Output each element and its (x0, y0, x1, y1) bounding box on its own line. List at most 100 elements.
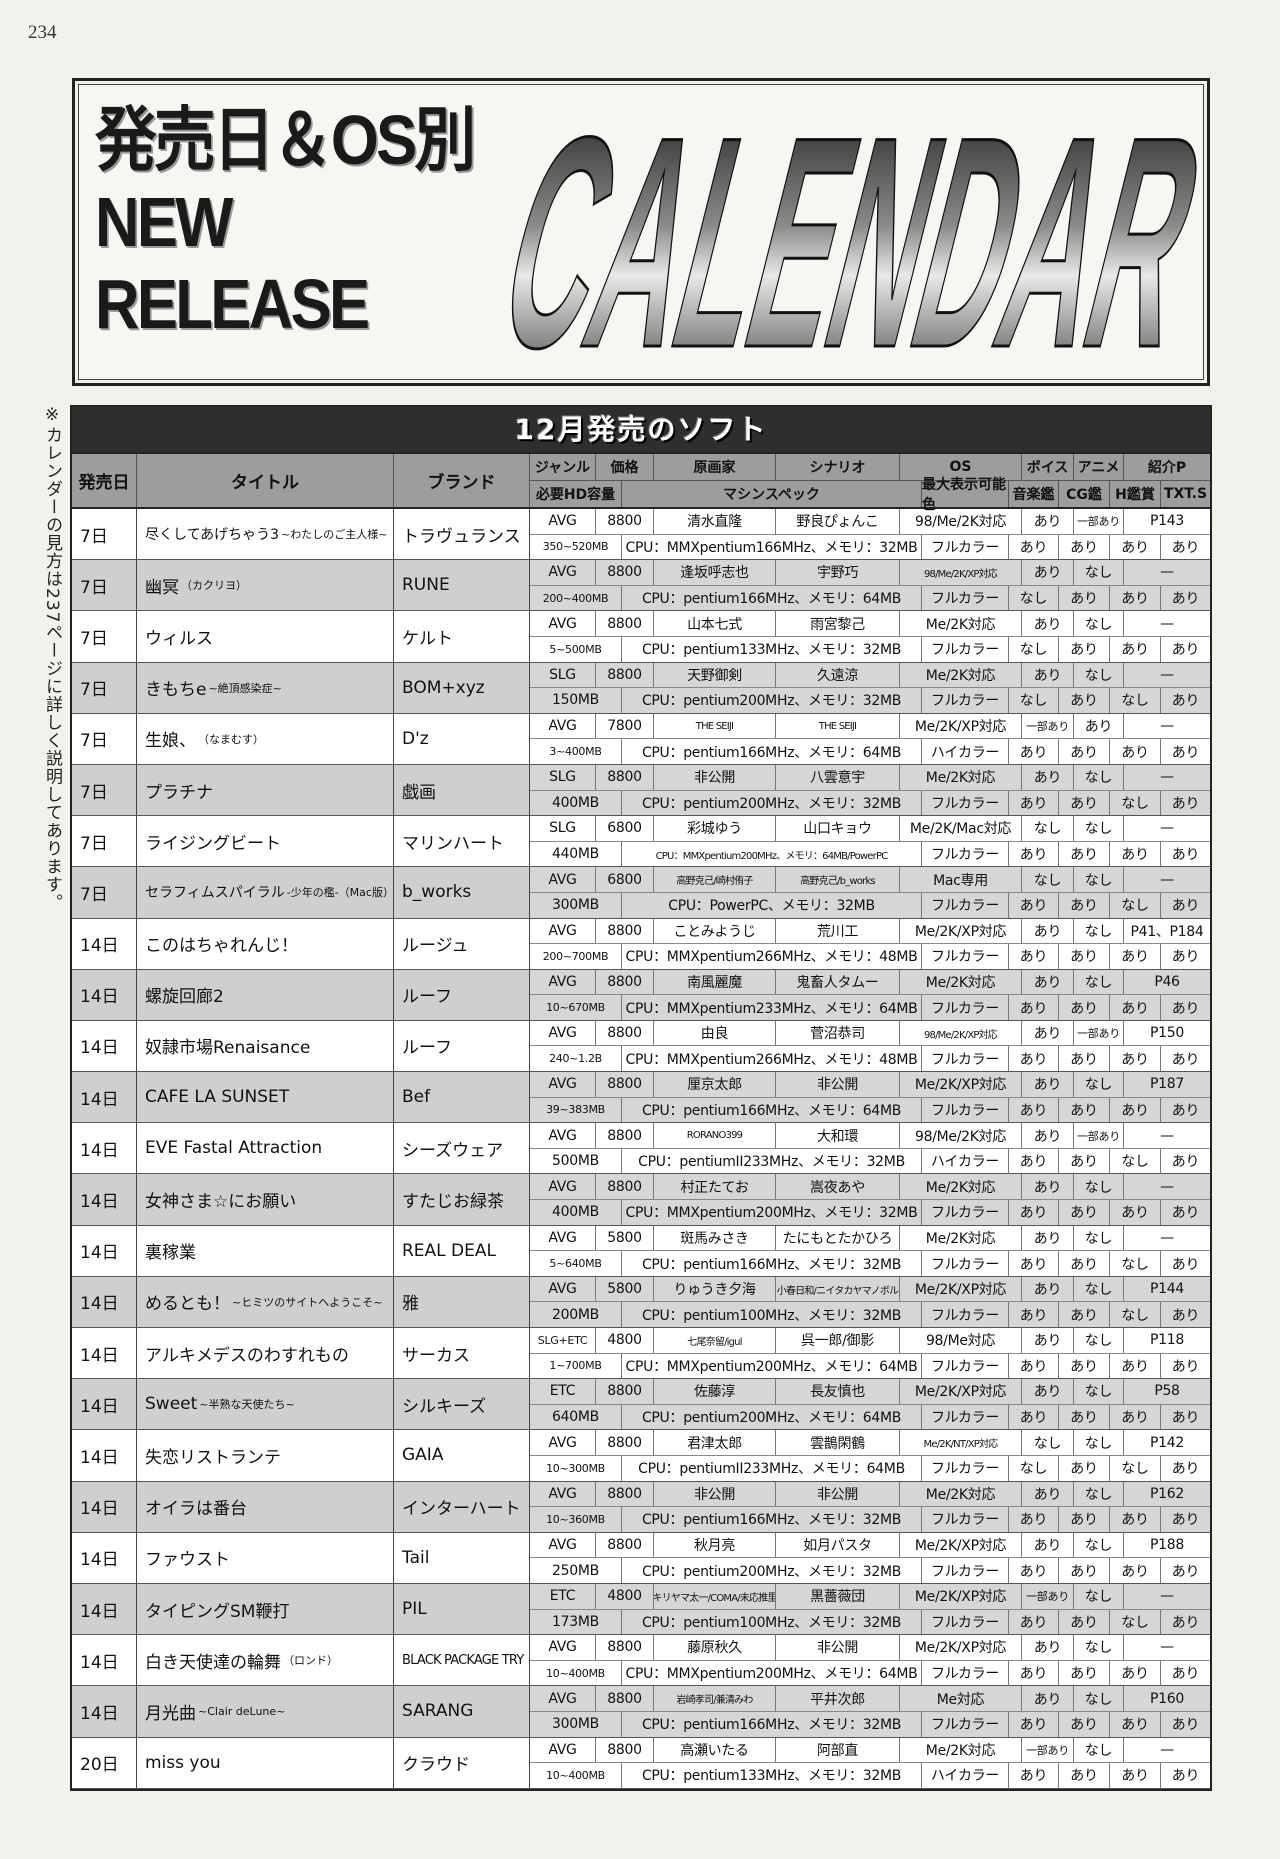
table-row: 7日 きもちe ~絶頂感染症~ BOM+xyz SLG 8800 天野御剣 久遠涼 Me/2K対… (72, 662, 1210, 714)
cell-color: フルカラー (922, 1711, 1009, 1737)
cell-spec: CPU：pentium100MHz、メモリ：32MB (622, 1609, 922, 1635)
cell-price: 8800 (596, 1737, 654, 1763)
table-row: 14日 アルキメデスのわすれもの サーカス SLG+ETC 4800 七尾奈留/igul 呉… (72, 1328, 1210, 1380)
game-title: 螺旋回廊2 (137, 969, 394, 1020)
cell-hd: 5~640MB (530, 1251, 622, 1276)
game-details: AVG 8800 非公開 非公開 Me/2K対応 あり なし P162 10~360MB CPU：… (530, 1481, 1210, 1532)
cell-voice: あり (1022, 560, 1074, 585)
release-date: 14日 (72, 969, 137, 1020)
table-row: 7日 ウィルス ケルト AVG 8800 山本七式 雨宮黎己 Me/2K対応 あり なし —5~50… (72, 611, 1210, 663)
game-title-main: このはちゃれんじ！ (145, 936, 298, 957)
game-title-sub: ~わたしのご主人様~ (281, 528, 388, 542)
header-txt: TXT.S (1163, 486, 1208, 502)
cell-anime: なし (1074, 816, 1124, 841)
side-note: ※カレンダーの見方は237ページに詳しく説明してあります。 (42, 405, 62, 912)
cell-genre: AVG (530, 509, 596, 534)
cell-h: あり (1110, 739, 1161, 764)
cell-genre: AVG (530, 918, 596, 944)
cell-txt: あり (1171, 898, 1200, 915)
cell-cg: あり (1059, 1302, 1110, 1327)
cell-scenario: 黒薔薇団 (776, 1583, 900, 1609)
cell-artist: 高瀬いたる (654, 1737, 776, 1763)
cell-genre: AVG (530, 969, 596, 995)
cell-artist: 斑馬みさき (654, 1225, 776, 1251)
cell-spec: CPU：pentium166MHz、メモリ：64MB (622, 739, 922, 764)
cell-color: フルカラー (922, 534, 1009, 560)
game-title-main: 尽くしてあげちゃう3 (145, 527, 280, 544)
cell-voice: あり (1022, 1481, 1074, 1507)
cell-genre: AVG (530, 713, 596, 739)
cell-spec: CPU：MMXpentium266MHz、メモリ：48MB (622, 944, 922, 969)
cell-genre: AVG (530, 1737, 596, 1763)
game-title-main: アルキメデスのわすれもの (145, 1345, 349, 1366)
cell-artist: 彩城ゆう (654, 816, 776, 841)
brand-name: SARANG (394, 1686, 530, 1737)
cell-h: なし (1110, 1302, 1161, 1327)
cell-txt: あり (1171, 1461, 1200, 1478)
spec-line: 10~400MB CPU：pentium133MHz、メモリ：32MB ハイカラーあ… (530, 1762, 1210, 1788)
spec-line: 5~640MB CPU：pentium166MHz、メモリ：32MB フルカラー あり… (530, 1250, 1210, 1276)
cell-voice: あり (1022, 1379, 1074, 1404)
cell-anime: 一部あり (1074, 1020, 1124, 1046)
game-title-sub: ~半熟な天使たち~ (199, 1398, 295, 1412)
table-row: 7日 プラチナ 戯画 SLG 8800 非公開 八雲意宇 Me/2K対応 あり なし —400MB C… (72, 764, 1210, 817)
game-details: SLG 8800 天野御剣 久遠涼 Me/2K対応 あり なし —150MB CPU：penti… (530, 662, 1210, 713)
brand-name: インターハート (394, 1481, 530, 1532)
game-details: AVG 8800 藤原秋久 非公開 Me/2K/XP対応 あり なし —10~400MB CPU… (530, 1635, 1210, 1686)
cell-voice: あり (1022, 1686, 1074, 1711)
cell-voice: あり (1022, 1123, 1074, 1148)
cell-anime: なし (1074, 1379, 1124, 1404)
cell-intro: P144 (1150, 1281, 1184, 1298)
spec-line: 350~520MB CPU：MMXpentium166MHz、メモリ：32MB フル… (530, 533, 1210, 560)
cell-scenario: 八雲意宇 (776, 764, 900, 790)
table-row: 14日 ファウスト Tail AVG 8800 秋月亮 如月パスタ Me/2K/XP対応 ありな… (72, 1532, 1210, 1584)
cell-scenario: 非公開 (776, 1072, 900, 1097)
cell-music: あり (1009, 1404, 1059, 1430)
cell-spec: CPU：MMXpentium200MHz、メモリ：32MB (622, 1200, 922, 1225)
cell-os: 98/Me/2K/XP対応 (900, 1020, 1022, 1046)
game-title-main: EVE Fastal Attraction (145, 1138, 323, 1159)
release-calendar-table: 12月発売のソフト 発売日 タイトル ブランド ジャンル 価格 原画家 シナリオ… (70, 405, 1212, 1791)
brand-name: ルーフ (394, 1020, 530, 1072)
cell-cg: あり (1059, 1404, 1110, 1430)
release-date: 14日 (72, 1072, 137, 1123)
info-line: AVG 6800 高野克己/崎村侑子 高野克己/b_works Mac専用 なし なし — (530, 867, 1210, 892)
cell-music: あり (1009, 995, 1059, 1020)
game-title-main: 白き天使達の輪舞 (145, 1652, 281, 1673)
cell-genre: AVG (530, 560, 596, 585)
cell-artist: 山本七式 (654, 611, 776, 636)
brand-name: ケルト (394, 611, 530, 662)
cell-intro: P58 (1154, 1383, 1180, 1400)
game-details: AVG 8800 厘京太郎 非公開 Me/2K/XP対応 あり なし P187 39~383MB… (530, 1072, 1210, 1123)
game-details: SLG+ETC 4800 七尾奈留/igul 呉一郎/御影 98/Me対応 あり なし P11… (530, 1328, 1210, 1379)
cell-txt: あり (1171, 1410, 1200, 1427)
cell-h: あり (1110, 995, 1161, 1020)
cell-scenario: 平井次郎 (776, 1686, 900, 1711)
cell-txt: あり (1171, 1614, 1200, 1631)
brand-name: RUNE (394, 560, 530, 611)
spec-line: 10~400MB CPU：MMXpentium200MHz、メモリ：64MB フルカ… (530, 1659, 1210, 1686)
cell-price: 8800 (596, 509, 654, 534)
brand-name: マリンハート (394, 816, 530, 867)
cell-artist: 天野御剣 (654, 662, 776, 688)
game-title: ライジングビート (137, 816, 394, 867)
cell-h: あり (1110, 944, 1161, 969)
cell-os: Me/2K対応 (900, 611, 1022, 636)
game-title: 尽くしてあげちゃう3 ~わたしのご主人様~ (137, 509, 394, 560)
cell-artist: THE SEIJI (654, 713, 776, 739)
game-title: セラフィムスパイラル-少年の檻-（Mac版）（一般） (137, 867, 394, 918)
header-spec: マシンスペック (622, 481, 922, 507)
info-line: SLG 6800 彩城ゆう 山口キョウ Me/2K/Mac対応 なし なし — (530, 816, 1210, 841)
spec-line: 1~700MB CPU：MMXpentium200MHz、メモリ：64MB フルカラ… (530, 1352, 1210, 1379)
spec-line: 240~1.2B CPU：MMXpentium266MHz、メモリ：48MB フルカ… (530, 1045, 1210, 1072)
cell-anime: なし (1074, 1583, 1124, 1609)
game-title: 奴隷市場Renaisance (137, 1020, 394, 1072)
cell-price: 8800 (596, 1430, 654, 1455)
table-row: 7日 幽冥 （カクリヨ） RUNE AVG 8800 逢坂呼志也 宇野巧 98/Me/2K/XP… (72, 560, 1210, 612)
cell-genre: AVG (530, 1225, 596, 1251)
game-title: きもちe ~絶頂感染症~ (137, 662, 394, 713)
cell-music: あり (1009, 1251, 1059, 1276)
release-date: 7日 (72, 816, 137, 867)
game-title-main: 生娘、 (145, 731, 196, 752)
cell-anime: なし (1074, 1532, 1124, 1558)
